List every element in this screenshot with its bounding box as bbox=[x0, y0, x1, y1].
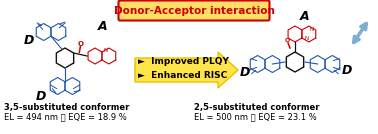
Text: D: D bbox=[240, 66, 250, 79]
Text: N: N bbox=[104, 48, 108, 53]
Text: Donor-Acceptor interaction: Donor-Acceptor interaction bbox=[113, 5, 274, 16]
Text: ►  Enhanced RISC: ► Enhanced RISC bbox=[138, 72, 227, 81]
FancyBboxPatch shape bbox=[118, 1, 270, 21]
Text: 2,5-substituted conformer: 2,5-substituted conformer bbox=[194, 103, 319, 112]
Text: D: D bbox=[342, 64, 352, 77]
Text: O: O bbox=[77, 40, 84, 46]
Text: D: D bbox=[24, 34, 34, 46]
Text: N: N bbox=[305, 36, 309, 41]
Text: D: D bbox=[36, 90, 46, 103]
Polygon shape bbox=[135, 52, 238, 88]
Text: EL = 494 nm ； EQE = 18.9 %: EL = 494 nm ； EQE = 18.9 % bbox=[4, 112, 127, 121]
Text: 3,5-substituted conformer: 3,5-substituted conformer bbox=[4, 103, 129, 112]
Text: N: N bbox=[310, 27, 314, 32]
Text: A: A bbox=[98, 20, 108, 33]
Text: A: A bbox=[300, 10, 310, 23]
Text: O: O bbox=[284, 38, 290, 42]
Text: EL = 500 nm ； EQE = 23.1 %: EL = 500 nm ； EQE = 23.1 % bbox=[194, 112, 317, 121]
Text: ►  Improved PLQY: ► Improved PLQY bbox=[138, 57, 229, 66]
